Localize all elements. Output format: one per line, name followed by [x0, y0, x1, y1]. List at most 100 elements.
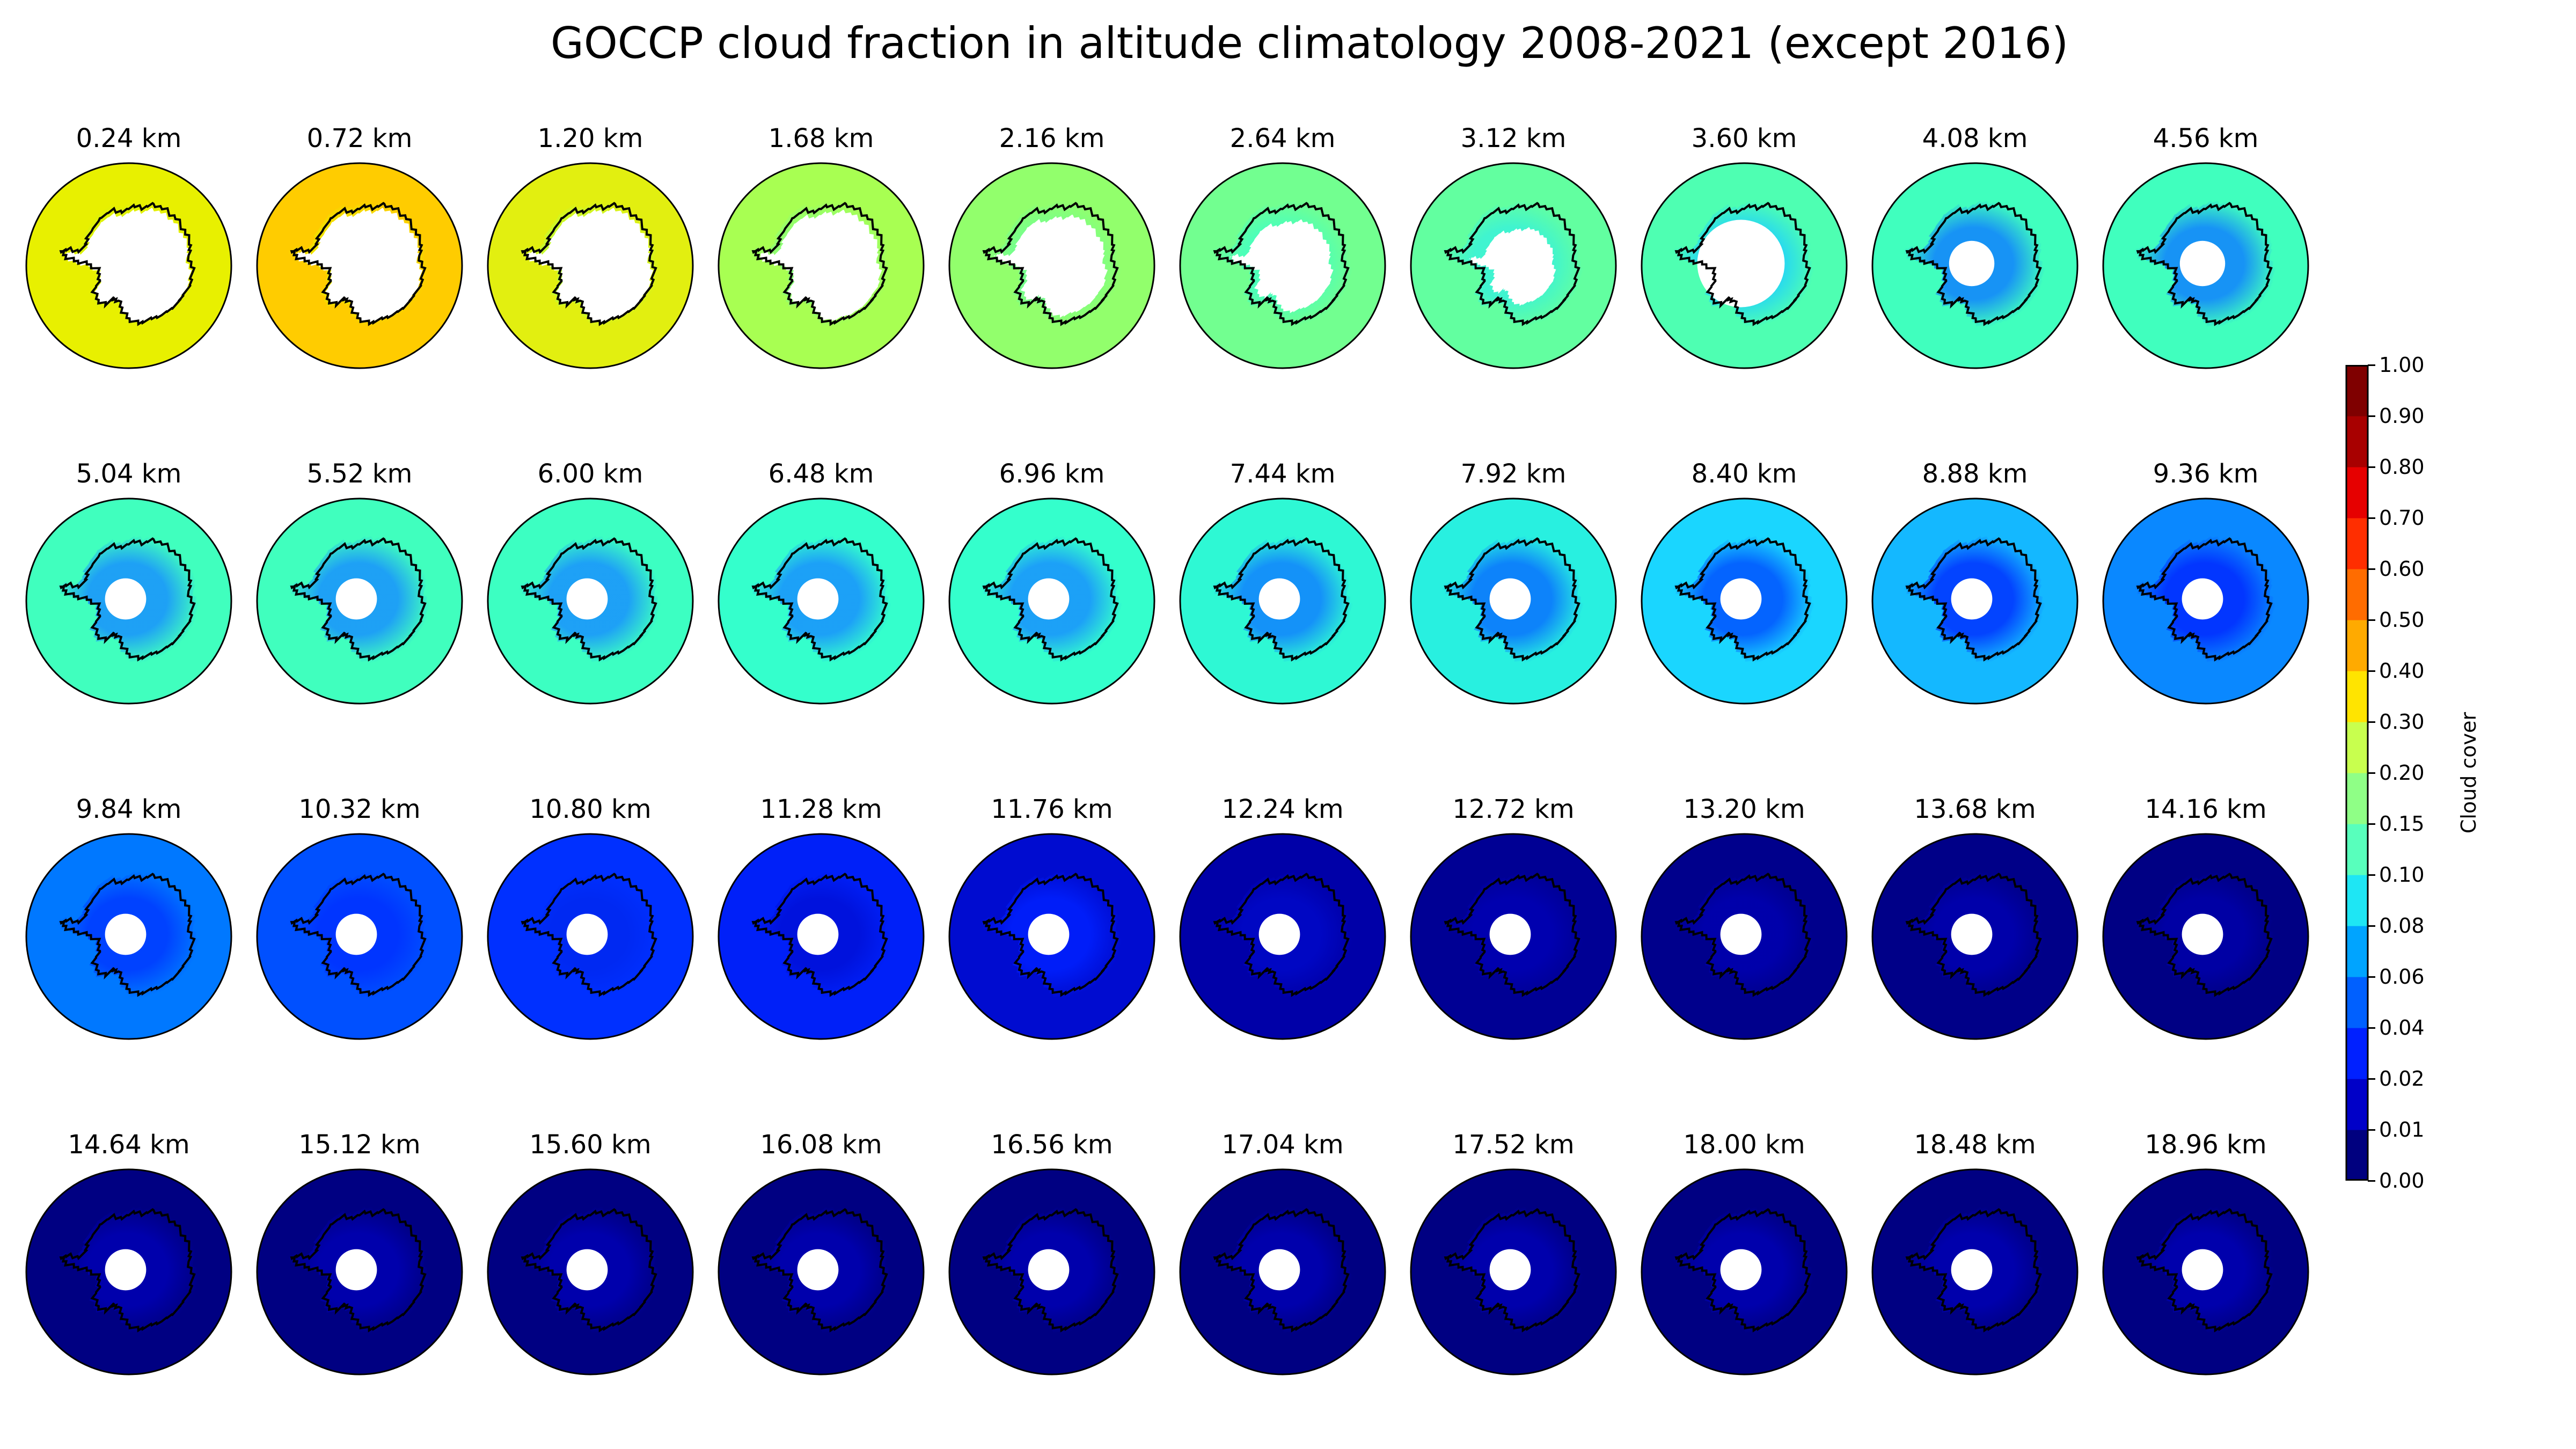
colorbar-tick: [2368, 925, 2375, 927]
polar-map: [1871, 1168, 2079, 1375]
coastline: [521, 537, 657, 662]
map-panel: 14.16 km: [2093, 794, 2318, 1063]
no-data-region: [2182, 578, 2223, 620]
coastline: [982, 873, 1119, 997]
map-boundary: [1179, 833, 1386, 1040]
map-panel: 13.20 km: [1631, 794, 1857, 1063]
polar-map: [2102, 1168, 2309, 1375]
polar-map: [1179, 1168, 1386, 1375]
colorbar-segment: [2346, 875, 2368, 926]
polar-map: [1410, 497, 1617, 705]
coastline: [751, 1208, 888, 1333]
colorbar-tick-label: 1.00: [2379, 353, 2425, 377]
coastline: [290, 873, 427, 997]
colorbar-tick-label: 0.00: [2379, 1169, 2425, 1192]
map-panel: 5.04 km: [16, 459, 241, 727]
map-panel: 14.64 km: [16, 1130, 241, 1398]
coastline: [1674, 1208, 1811, 1333]
coastline: [1905, 1208, 2042, 1333]
no-data-region: [2179, 240, 2226, 287]
polar-map: [1871, 497, 2079, 705]
no-data-region: [1489, 913, 1531, 955]
polar-map: [256, 162, 463, 369]
coastline: [290, 1208, 427, 1333]
coastline: [521, 202, 657, 326]
polar-map: [2102, 833, 2309, 1040]
panel-altitude-label: 3.60 km: [1691, 123, 1797, 153]
map-panel: 6.48 km: [708, 459, 934, 727]
polar-map: [25, 833, 232, 1040]
panel-altitude-label: 8.40 km: [1691, 459, 1797, 489]
map-boundary: [25, 1168, 232, 1375]
map-boundary: [1871, 497, 2079, 705]
polar-map: [1179, 162, 1386, 369]
polar-map: [25, 1168, 232, 1375]
no-data-region: [1951, 1249, 1993, 1291]
polar-map: [487, 162, 694, 369]
map-panel: 9.36 km: [2093, 459, 2318, 727]
colorbar-tick: [2368, 517, 2375, 519]
colorbar-segment: [2346, 824, 2368, 875]
map-boundary: [948, 833, 1155, 1040]
map-panel: 10.80 km: [478, 794, 703, 1063]
no-data-region: [335, 1249, 377, 1291]
map-boundary: [2102, 162, 2309, 369]
panel-altitude-label: 9.36 km: [2153, 459, 2259, 489]
polar-map: [948, 497, 1155, 705]
colorbar-bar: [2345, 365, 2369, 1181]
colorbar-tick: [2368, 364, 2375, 366]
panel-altitude-label: 0.24 km: [76, 123, 182, 153]
polar-map: [1871, 162, 2079, 369]
no-data-region: [1028, 913, 1070, 955]
map-panel: 6.00 km: [478, 459, 703, 727]
no-data-region: [105, 913, 147, 955]
no-data-region: [1949, 240, 1995, 287]
no-data-region: [63, 208, 192, 324]
no-data-region: [758, 209, 882, 323]
map-boundary: [25, 497, 232, 705]
map-panel: 18.96 km: [2093, 1130, 2318, 1398]
map-panel: 10.32 km: [247, 794, 472, 1063]
colorbar-tick-label: 0.30: [2379, 710, 2425, 734]
polar-map: [718, 833, 925, 1040]
panel-altitude-label: 2.16 km: [999, 123, 1105, 153]
coastline: [521, 1208, 657, 1333]
polar-map: [1410, 162, 1617, 369]
panel-altitude-label: 7.92 km: [1460, 459, 1567, 489]
colorbar-tick-label: 0.10: [2379, 863, 2425, 887]
colorbar-segment: [2346, 467, 2368, 518]
map-panel: 12.72 km: [1401, 794, 1626, 1063]
colorbar-tick: [2368, 1078, 2375, 1080]
coastline: [290, 537, 427, 662]
polar-map: [948, 162, 1155, 369]
panel-altitude-label: 15.60 km: [529, 1130, 652, 1160]
colorbar-tick: [2368, 874, 2375, 876]
colorbar-tick: [2368, 619, 2375, 621]
polar-map: [2102, 497, 2309, 705]
map-boundary: [1871, 162, 2079, 369]
panel-altitude-label: 16.08 km: [760, 1130, 882, 1160]
panel-altitude-label: 10.80 km: [529, 794, 652, 824]
coastline: [59, 873, 196, 997]
map-panel: 7.44 km: [1170, 459, 1395, 727]
map-panel: 18.00 km: [1631, 1130, 1857, 1398]
no-data-region: [1720, 1249, 1762, 1291]
coastline: [1213, 1208, 1350, 1333]
panel-altitude-label: 1.20 km: [537, 123, 643, 153]
panel-altitude-label: 18.48 km: [1914, 1130, 2036, 1160]
map-panel: 17.52 km: [1401, 1130, 1626, 1398]
panel-altitude-label: 6.00 km: [537, 459, 643, 489]
map-boundary: [256, 833, 463, 1040]
coastline: [59, 537, 196, 662]
map-panel: 13.68 km: [1862, 794, 2088, 1063]
no-data-region: [566, 578, 608, 620]
no-data-region: [1720, 913, 1762, 955]
no-data-region: [525, 208, 654, 324]
map-boundary: [1410, 1168, 1617, 1375]
colorbar-label: Cloud cover: [2457, 712, 2480, 834]
map-panel: 12.24 km: [1170, 794, 1395, 1063]
polar-map: [1179, 497, 1386, 705]
colorbar-tick: [2368, 772, 2375, 774]
panel-altitude-label: 14.16 km: [2145, 794, 2267, 824]
polar-map: [487, 1168, 694, 1375]
